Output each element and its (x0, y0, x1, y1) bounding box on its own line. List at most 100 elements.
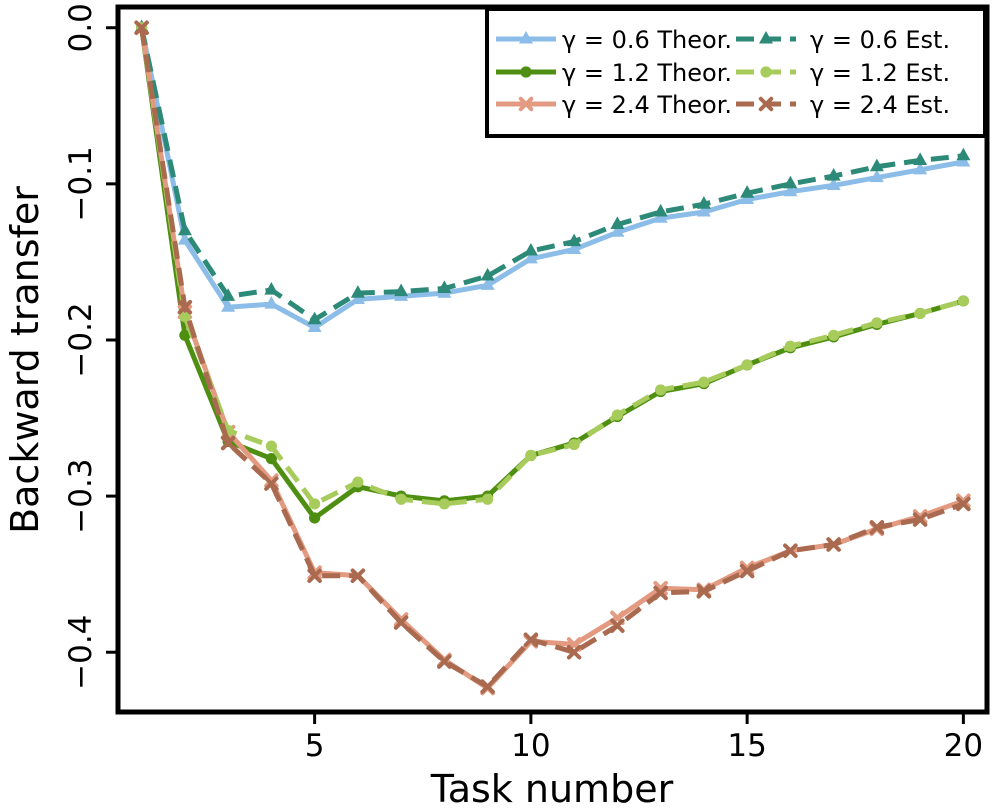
data-point (783, 543, 798, 559)
data-point (696, 584, 712, 599)
data-point (610, 618, 625, 633)
data-point (265, 453, 277, 465)
legend: γ = 0.6 Theor. γ = 1.2 Theor. γ = 2.4 Theo… (485, 7, 987, 138)
data-point (783, 175, 798, 189)
y-axis-title: Backward transfer (3, 186, 47, 534)
legend-label: γ = 2.4 Est. (810, 91, 950, 119)
y-tick-label: −0.1 (63, 146, 99, 221)
series-4 (134, 19, 971, 325)
legend-marker (519, 30, 533, 44)
data-point (869, 520, 885, 535)
data-point (568, 438, 580, 451)
data-point (826, 168, 841, 181)
legend-label: γ = 0.6 Theor. (562, 26, 732, 54)
series-line (139, 27, 964, 330)
legend-marker (520, 66, 532, 78)
data-point (350, 568, 366, 583)
data-point (264, 473, 279, 488)
y-tick-label: −0.4 (63, 615, 99, 690)
data-point (395, 493, 407, 505)
data-point (826, 537, 841, 552)
data-point (567, 233, 582, 247)
legend-item: γ = 0.6 Theor. (496, 26, 732, 54)
legend-item: γ = 1.2 Est. (736, 59, 950, 87)
y-tick-label: 0.0 (63, 3, 99, 52)
y-tick-label: −0.2 (63, 302, 99, 377)
data-point (871, 317, 883, 329)
data-point (696, 196, 711, 209)
legend-label: γ = 2.4 Theor. (562, 91, 732, 119)
data-point (826, 177, 841, 190)
data-point (739, 563, 755, 579)
data-point (177, 299, 193, 315)
data-point (610, 224, 625, 237)
data-point (309, 512, 321, 524)
legend-item: γ = 1.2 Theor. (496, 59, 732, 87)
data-point (265, 440, 277, 452)
data-point (783, 183, 798, 197)
data-point (611, 409, 623, 421)
x-axis: 5 10 15 20 (305, 712, 983, 764)
data-point (221, 299, 236, 312)
data-point (610, 216, 625, 230)
data-point (352, 476, 364, 488)
data-point (309, 498, 321, 510)
data-point (480, 267, 495, 281)
data-point (264, 296, 279, 309)
data-point (741, 359, 753, 371)
x-tick-label: 15 (727, 728, 766, 764)
data-point (177, 222, 192, 236)
legend-item: γ = 2.4 Theor. (496, 91, 732, 119)
legend-marker (758, 96, 774, 112)
legend-label: γ = 1.2 Est. (810, 59, 950, 87)
x-tick-label: 10 (511, 728, 550, 764)
data-point (653, 203, 668, 217)
y-axis: 0.0 −0.1 −0.2 −0.3 −0.4 (63, 3, 118, 690)
data-point (523, 242, 538, 256)
data-point (307, 319, 322, 333)
data-point (179, 329, 191, 341)
data-point (350, 285, 365, 298)
data-point (698, 376, 710, 388)
data-point (438, 498, 450, 510)
data-point (220, 435, 236, 451)
data-point (480, 679, 495, 694)
series-line (139, 27, 964, 323)
data-point (523, 632, 539, 647)
legend-marker (759, 30, 773, 44)
legend-marker (518, 96, 534, 112)
data-point (567, 241, 582, 254)
x-axis-title: Task number (430, 767, 674, 810)
data-point (869, 158, 884, 172)
legend-marker (760, 66, 772, 78)
data-point (177, 232, 192, 245)
data-point (393, 615, 409, 630)
data-point (523, 250, 538, 264)
data-point (912, 512, 928, 527)
data-point (696, 203, 711, 217)
data-point (957, 295, 969, 307)
data-point (956, 496, 971, 512)
y-tick-label: −0.3 (63, 458, 99, 533)
data-point (394, 283, 409, 297)
data-point (134, 20, 149, 35)
data-point (264, 281, 279, 295)
legend-item: γ = 0.6 Est. (736, 26, 950, 54)
data-point (784, 340, 796, 352)
data-point (179, 310, 191, 323)
data-point (307, 311, 322, 325)
data-point (482, 493, 494, 505)
data-point (480, 277, 495, 290)
data-point (828, 329, 840, 341)
data-point (740, 185, 755, 198)
x-tick-label: 20 (944, 728, 983, 764)
data-point (956, 147, 971, 161)
data-point (913, 161, 928, 175)
plot-area (134, 19, 971, 696)
legend-label: γ = 1.2 Theor. (562, 59, 732, 87)
data-point (264, 476, 279, 491)
data-point (869, 169, 884, 183)
series-line (139, 27, 965, 690)
data-point (566, 644, 582, 660)
